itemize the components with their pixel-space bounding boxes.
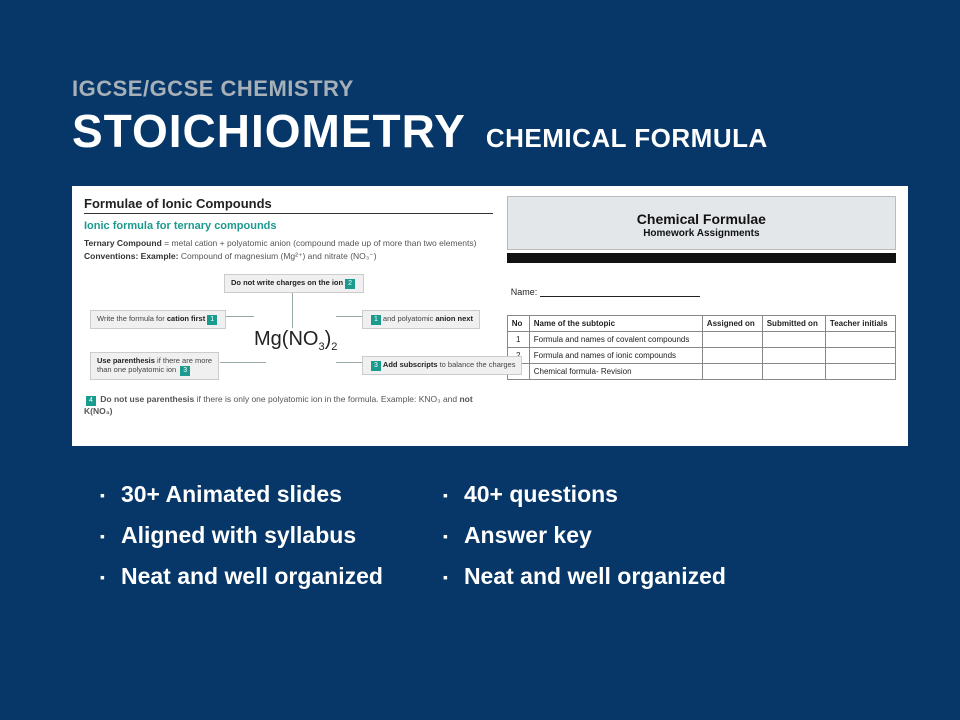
- feature-item: 30+ Animated slides: [100, 474, 383, 515]
- feature-item: Neat and well organized: [100, 556, 383, 597]
- callout-left-2: Use parenthesis if there are morethan on…: [90, 352, 219, 380]
- callout-top: Do not write charges on the ion2: [224, 274, 364, 293]
- worksheet-header: Chemical Formulae Homework Assignments: [507, 196, 896, 250]
- worksheet-preview: Chemical Formulae Homework Assignments N…: [507, 196, 896, 432]
- features-left: 30+ Animated slides Aligned with syllabu…: [100, 474, 383, 597]
- table-row: 1 Formula and names of covalent compound…: [507, 332, 895, 348]
- slide-title: Formulae of Ionic Compounds: [84, 196, 493, 211]
- col-subtopic: Name of the subtopic: [529, 316, 702, 332]
- col-assigned: Assigned on: [702, 316, 762, 332]
- col-initials: Teacher initials: [825, 316, 895, 332]
- table-row: 3 Chemical formula- Revision: [507, 364, 895, 380]
- feature-lists: 30+ Animated slides Aligned with syllabu…: [72, 474, 908, 597]
- preview-panels: Formulae of Ionic Compounds Ionic formul…: [72, 186, 908, 446]
- homework-table: No Name of the subtopic Assigned on Subm…: [507, 315, 896, 380]
- chemical-formula: Mg(NO3)2: [254, 328, 337, 353]
- slide-line2: Conventions: Example: Compound of magnes…: [84, 251, 493, 262]
- col-no: No: [507, 316, 529, 332]
- feature-item: 40+ questions: [443, 474, 726, 515]
- col-submitted: Submitted on: [762, 316, 825, 332]
- feature-item: Aligned with syllabus: [100, 515, 383, 556]
- callout-right-1: 1and polyatomic anion next: [362, 310, 480, 329]
- name-field: Name:: [511, 287, 896, 297]
- callout-right-2: 3Add subscripts to balance the charges: [362, 356, 522, 375]
- slide-line1: Ternary Compound = metal cation + polyat…: [84, 238, 493, 248]
- main-title: STOICHIOMETRY: [72, 104, 466, 158]
- feature-item: Answer key: [443, 515, 726, 556]
- features-right: 40+ questions Answer key Neat and well o…: [443, 474, 726, 597]
- slide-subtitle: Ionic formula for ternary compounds: [84, 220, 493, 232]
- feature-item: Neat and well organized: [443, 556, 726, 597]
- slide-preview: Formulae of Ionic Compounds Ionic formul…: [84, 196, 493, 432]
- table-row: 2 Formula and names of ionic compounds: [507, 348, 895, 364]
- callout-left-1: Write the formula for cation first1: [90, 310, 226, 329]
- slide-footer: 4 Do not use parenthesis if there is onl…: [84, 394, 493, 416]
- formula-diagram: Do not write charges on the ion2 Write t…: [84, 270, 493, 390]
- title-row: STOICHIOMETRY CHEMICAL FORMULA: [72, 104, 908, 158]
- subtitle: CHEMICAL FORMULA: [486, 123, 768, 154]
- supertitle: IGCSE/GCSE CHEMISTRY: [72, 76, 908, 102]
